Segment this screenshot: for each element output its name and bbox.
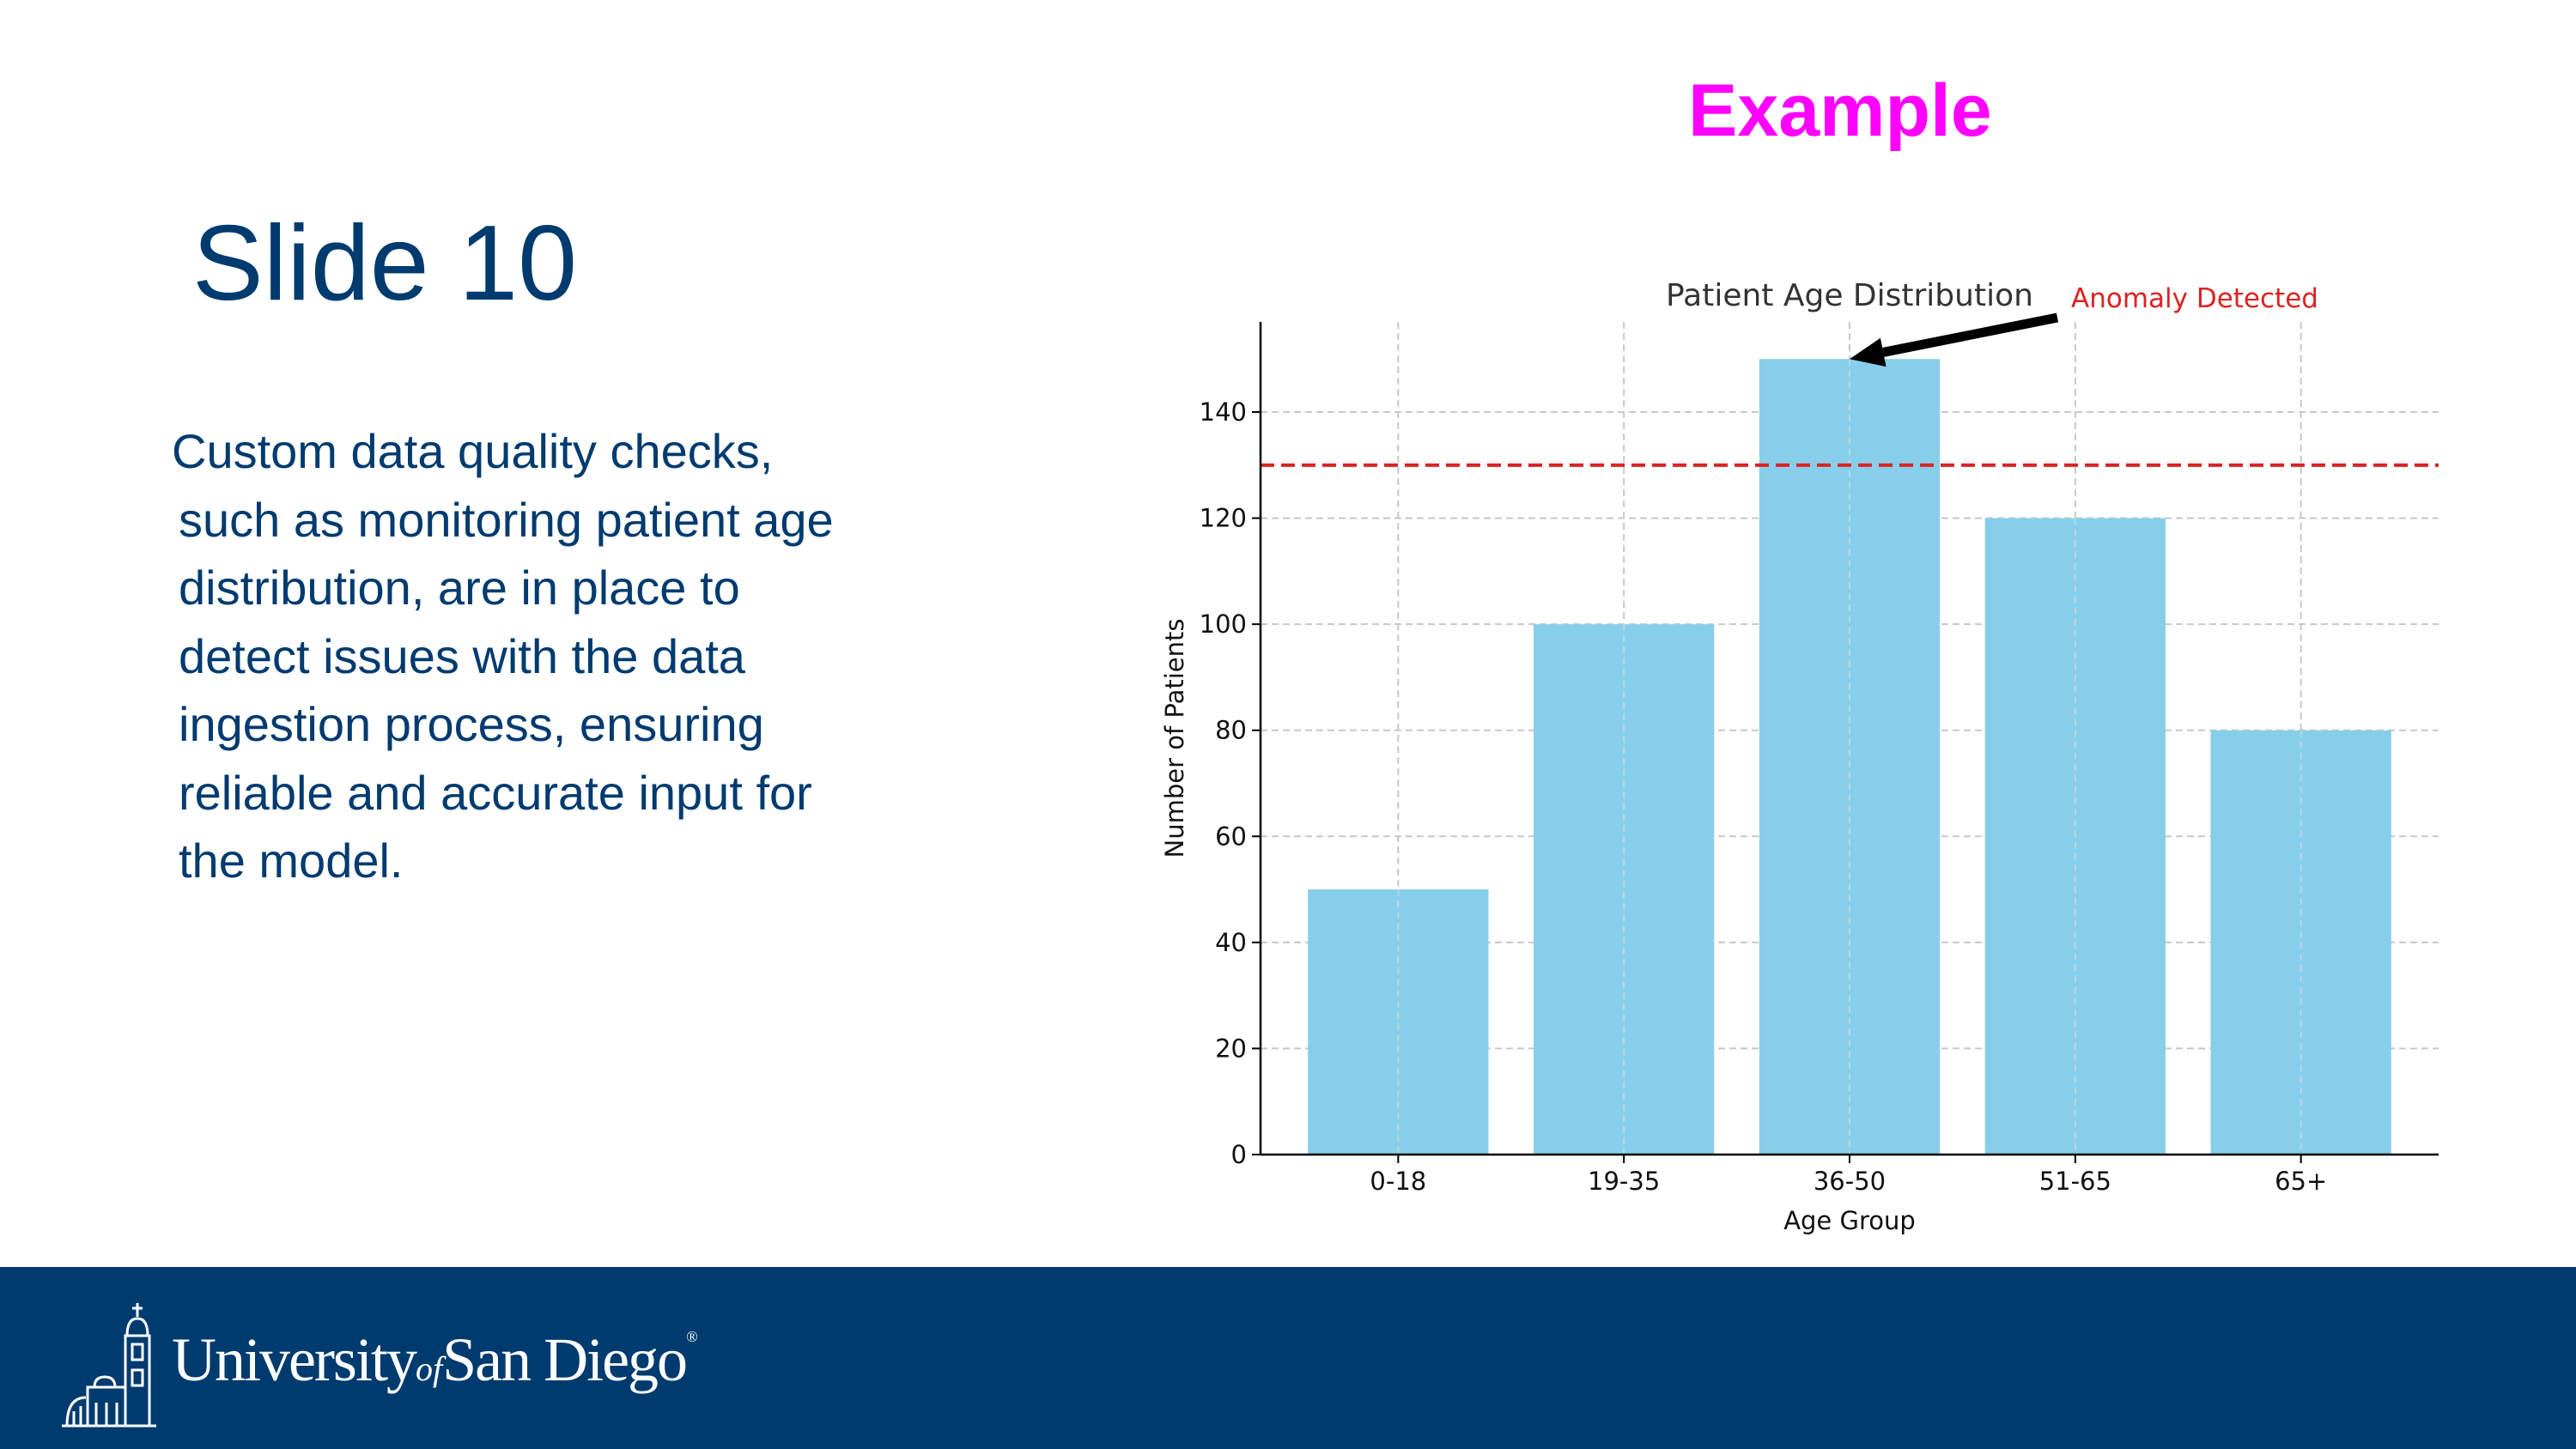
x-tick-label: 36-50 (1814, 1167, 1886, 1196)
x-tick-label: 19-35 (1588, 1167, 1660, 1196)
annotation-label: Anomaly Detected (2071, 283, 2318, 314)
y-tick-label: 20 (1215, 1034, 1247, 1063)
slide-title: Slide 10 (192, 204, 578, 323)
y-tick-label: 140 (1200, 397, 1247, 427)
age-distribution-chart: 0 20 40 60 80 100 120 140 0-18 19-35 36-50 51-65 65+… (1160, 278, 2439, 1235)
logo-word-san-diego: San Diego (442, 1325, 688, 1394)
y-tick-label: 120 (1200, 504, 1247, 533)
body-line: ingestion process, ensuring (179, 697, 764, 751)
x-axis-label: Age Group (1783, 1206, 1916, 1235)
logo-word-of: of (415, 1349, 443, 1388)
body-line: reliable and accurate input for (179, 765, 812, 820)
logo-word-university: University (172, 1325, 417, 1394)
university-logo-text: UniversityofSan Diego® (172, 1328, 698, 1391)
chart-title: Patient Age Distribution (1666, 278, 2033, 313)
y-tick-label: 40 (1215, 928, 1247, 957)
x-tick-label: 51-65 (2039, 1167, 2111, 1196)
body-line: detect issues with the data (179, 628, 745, 683)
body-line: the model. (179, 834, 404, 888)
x-tick-label: 65+ (2275, 1167, 2327, 1196)
y-tick-label: 0 (1231, 1140, 1247, 1169)
y-axis-label: Number of Patients (1160, 619, 1189, 858)
body-line: such as monitoring patient age (179, 492, 834, 547)
footer-bar: UniversityofSan Diego® (0, 1267, 2576, 1449)
y-tick-label: 60 (1215, 822, 1247, 851)
university-building-icon (62, 1303, 156, 1428)
y-tick-label: 80 (1215, 716, 1247, 745)
annotation-arrow (1882, 312, 2059, 357)
x-tick-label: 0-18 (1370, 1167, 1426, 1196)
body-text: Custom data quality checks, such as moni… (172, 417, 945, 895)
body-line: distribution, are in place to (179, 561, 740, 615)
logo-registered-mark: ® (686, 1328, 698, 1345)
y-tick-label: 100 (1200, 609, 1247, 639)
annotation-arrow-head (1850, 337, 1886, 367)
example-heading: Example (1688, 70, 1992, 152)
body-line: Custom data quality checks, (172, 424, 774, 478)
bar-0-18 (1308, 889, 1489, 1155)
